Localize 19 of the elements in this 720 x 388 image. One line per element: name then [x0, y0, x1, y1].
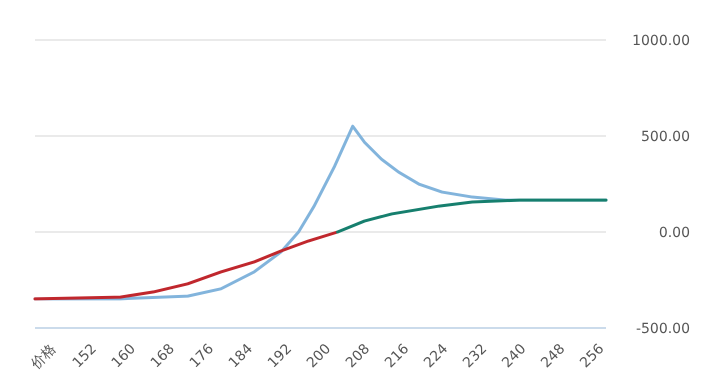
- y-tick-label: 0.00: [658, 224, 690, 241]
- x-tick-label: 176: [186, 340, 218, 372]
- x-tick-label: 232: [460, 340, 490, 372]
- x-axis-title: 价格: [27, 340, 60, 373]
- line-series: [34, 230, 340, 300]
- x-tick-label: 192: [264, 340, 296, 372]
- x-tick-label: 224: [421, 340, 452, 372]
- x-tick-label: 240: [499, 340, 530, 372]
- y-tick-label: 1000.00: [632, 32, 690, 49]
- x-tick-label: 200: [304, 340, 334, 372]
- x-tick-label: 152: [70, 340, 100, 372]
- x-tick-label: 248: [538, 340, 568, 372]
- y-tick-label: 500.00: [641, 128, 690, 145]
- x-tick-label: 208: [342, 340, 374, 372]
- line-series: [336, 198, 608, 234]
- x-tick-label: 160: [108, 340, 139, 372]
- x-tick-label: 168: [148, 340, 178, 372]
- y-tick-label: -500.00: [636, 320, 690, 337]
- x-tick-label: 184: [226, 340, 256, 372]
